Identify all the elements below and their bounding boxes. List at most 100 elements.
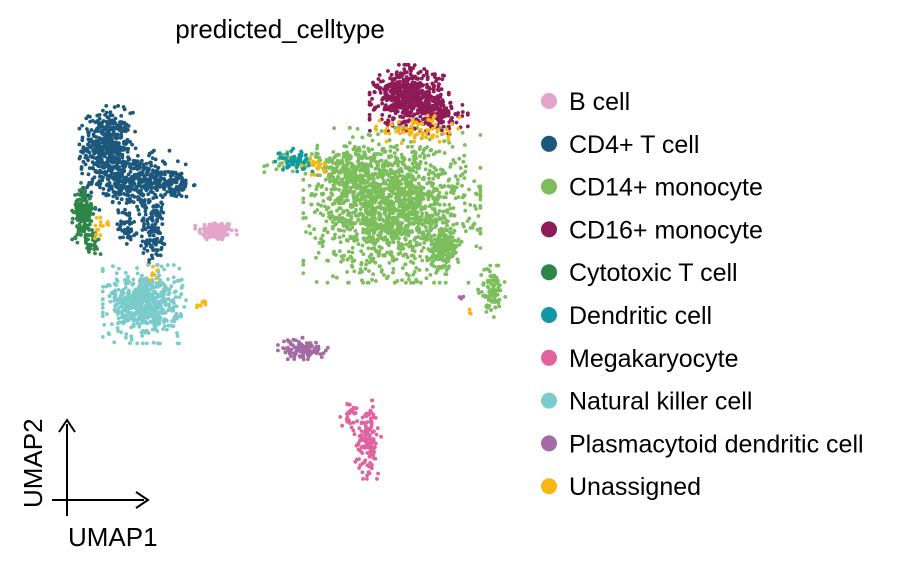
point [140,334,145,338]
point [335,199,340,203]
point [103,142,107,147]
point [94,156,99,160]
point [102,322,107,327]
point [435,187,440,192]
point [93,129,97,134]
point [90,228,94,232]
point [475,228,480,232]
point [345,218,350,223]
point [133,290,138,295]
point [145,282,150,287]
point [360,437,364,442]
point [341,257,345,262]
point [113,304,118,308]
point [381,192,386,196]
point [165,190,170,194]
point [346,419,351,424]
point [156,204,161,208]
point [207,231,212,236]
point [472,221,477,226]
point [398,90,402,94]
point [447,236,452,241]
point [357,270,362,275]
point [163,303,168,307]
point [280,156,285,161]
point [478,226,483,231]
point [285,159,290,163]
point [161,327,166,331]
point [131,110,135,115]
point [125,294,130,299]
point [127,157,132,162]
point [408,188,412,193]
point [295,169,300,174]
point [70,237,75,242]
point [387,114,392,119]
point [320,240,325,245]
point [418,254,422,259]
point [131,277,136,282]
point [338,240,343,245]
point [402,163,407,168]
point [176,189,181,194]
point [378,90,383,95]
point [262,164,267,169]
point [378,79,383,84]
point [177,341,181,346]
point [366,222,371,227]
point [135,341,140,346]
point [155,219,160,224]
point [83,226,87,231]
point [434,248,439,253]
point [396,222,401,226]
point [388,250,393,255]
point [86,237,90,242]
point [337,213,342,218]
point [397,93,402,98]
point [173,171,177,175]
point [148,229,152,234]
point [153,170,158,174]
point [437,217,442,222]
point [351,428,356,433]
point [81,146,86,151]
point [137,303,142,308]
point [417,186,422,191]
point [385,93,390,98]
point [412,81,417,86]
point [394,207,399,212]
point [83,162,88,167]
point [354,443,359,448]
point [127,213,132,218]
series-b-cell [193,221,239,242]
point [120,155,125,160]
point [219,231,224,236]
point [193,223,198,228]
point [478,189,483,194]
point [273,159,278,164]
point [426,153,431,158]
point [398,71,403,76]
point [312,227,317,232]
point [440,77,445,82]
point [392,161,397,166]
point [417,197,422,202]
point [96,164,101,169]
point [113,288,118,293]
point [488,263,493,268]
point [359,211,363,216]
point [349,189,353,194]
point [364,208,369,213]
point [416,181,421,186]
point [116,176,121,180]
point [142,290,147,295]
point [395,233,399,238]
point [156,229,161,234]
point [412,165,416,169]
point [292,157,296,162]
point [334,221,339,226]
point [375,223,380,228]
point [314,280,319,284]
point [277,164,281,168]
point [421,151,425,156]
